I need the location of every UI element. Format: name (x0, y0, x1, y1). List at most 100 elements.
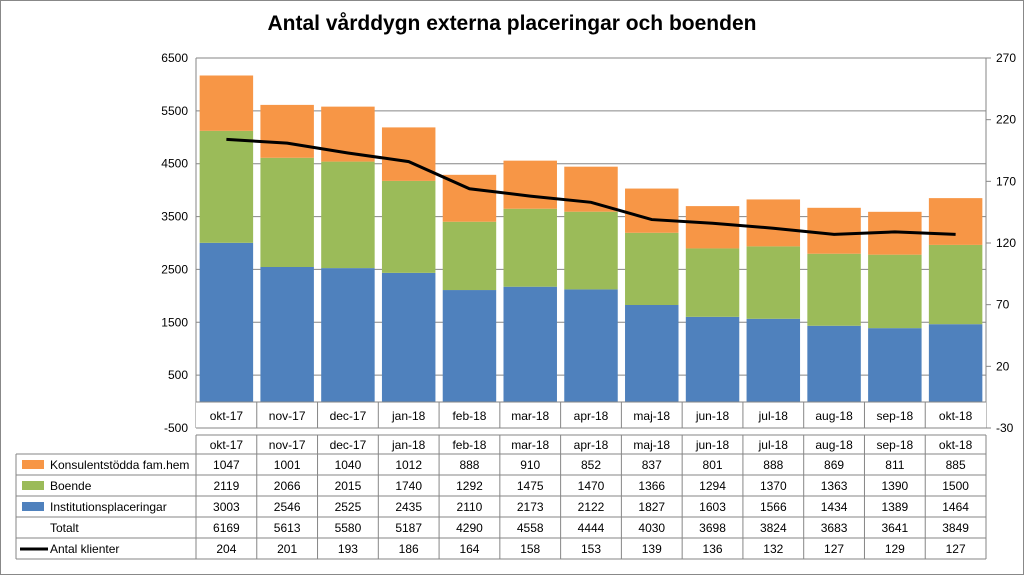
x-tick-label: nov-17 (269, 409, 306, 423)
table-cell: 1389 (881, 500, 908, 514)
table-cell: 127 (946, 542, 966, 556)
y2-tick-label: 270 (996, 51, 1016, 65)
table-cell: 201 (277, 542, 297, 556)
table-header-cell: jan-18 (391, 438, 426, 452)
bar-boende (260, 157, 314, 267)
table-cell: 1001 (274, 458, 301, 472)
x-tick-label: jul-18 (758, 409, 789, 423)
table-cell: 1047 (213, 458, 240, 472)
table-cell: 885 (946, 458, 966, 472)
table-cell: 2435 (395, 500, 422, 514)
table-cell: 127 (824, 542, 844, 556)
table-cell: 5613 (274, 521, 301, 535)
table-cell: 5580 (335, 521, 362, 535)
table-cell: 3641 (881, 521, 908, 535)
bar-boende (868, 254, 922, 329)
table-row-label: Institutionsplaceringar (50, 500, 167, 514)
bar-boende (928, 244, 983, 325)
y-tick-label: 3500 (161, 210, 188, 224)
table-cell: 132 (763, 542, 783, 556)
bar-boende (746, 246, 801, 319)
bar-institutionsplaceringar (807, 325, 861, 402)
bar-boende (807, 253, 861, 326)
bar-institutionsplaceringar (381, 272, 436, 402)
table-cell: 3824 (760, 521, 787, 535)
bar-institutionsplaceringar (503, 286, 557, 402)
bar-konsulentst-dda-fam-hem (381, 127, 436, 181)
bar-institutionsplaceringar (260, 266, 314, 402)
table-header-cell: sep-18 (876, 438, 913, 452)
bar-boende (685, 248, 740, 317)
bar-boende (503, 208, 557, 287)
bar-konsulentst-dda-fam-hem (442, 174, 497, 222)
bar-konsulentst-dda-fam-hem (625, 188, 679, 233)
table-cell: 4030 (638, 521, 665, 535)
table-header-cell: jun-18 (695, 438, 730, 452)
table-cell: 164 (459, 542, 479, 556)
table-cell: 1390 (881, 479, 908, 493)
table-row-label: Totalt (50, 521, 79, 535)
bar-konsulentst-dda-fam-hem (503, 160, 557, 209)
y-tick-label: 4500 (161, 157, 188, 171)
x-tick-label: apr-18 (574, 409, 609, 423)
category-band (196, 402, 986, 428)
bar-institutionsplaceringar (625, 305, 679, 402)
y-tick-label: 500 (168, 368, 188, 382)
y2-tick-label: 20 (996, 359, 1010, 373)
bar-boende (381, 180, 436, 273)
table-cell: 3698 (699, 521, 726, 535)
table-cell: 5187 (395, 521, 422, 535)
table-cell: 1464 (942, 500, 969, 514)
table-cell: 1740 (395, 479, 422, 493)
table-cell: 139 (642, 542, 662, 556)
bar-boende (321, 161, 375, 269)
table-cell: 2119 (213, 479, 239, 493)
y-tick-label: 5500 (161, 104, 188, 118)
table-cell: 193 (338, 542, 358, 556)
y2-tick-label: 70 (996, 298, 1010, 312)
line-antal-klienter (226, 137, 956, 236)
table-cell: 1370 (760, 479, 787, 493)
table-cell: 2546 (274, 500, 301, 514)
x-tick-label: jan-18 (391, 409, 426, 423)
y2-tick-label: -30 (996, 421, 1014, 435)
table-cell: 888 (459, 458, 479, 472)
table-cell: 136 (703, 542, 723, 556)
legend-swatch (22, 460, 44, 469)
table-cell: 852 (581, 458, 601, 472)
table-cell: 1470 (578, 479, 605, 493)
table-cell: 204 (216, 542, 236, 556)
table-cell: 1040 (335, 458, 362, 472)
table-row-label: Konsulentstödda fam.hem (50, 458, 189, 472)
table-header-cell: okt-18 (939, 438, 973, 452)
table-header-cell: mar-18 (511, 438, 549, 452)
bar-boende (442, 221, 497, 291)
bar-institutionsplaceringar (685, 316, 740, 402)
y-tick-label: 6500 (161, 51, 188, 65)
x-tick-label: sep-18 (876, 409, 913, 423)
table-header-cell: feb-18 (452, 438, 486, 452)
bar-institutionsplaceringar (928, 324, 983, 402)
table-cell: 888 (763, 458, 783, 472)
table-cell: 2066 (274, 479, 301, 493)
y2-tick-label: 170 (996, 174, 1016, 188)
table-cell: 1566 (760, 500, 787, 514)
bar-institutionsplaceringar (442, 290, 497, 402)
table-cell: 3683 (821, 521, 848, 535)
x-tick-label: feb-18 (452, 409, 486, 423)
table-row-label: Antal klienter (50, 542, 119, 556)
x-tick-label: okt-17 (210, 409, 244, 423)
bar-institutionsplaceringar (321, 268, 375, 402)
table-cell: 1500 (942, 479, 969, 493)
table-cell: 910 (520, 458, 540, 472)
table-cell: 1012 (395, 458, 422, 472)
table-cell: 186 (399, 542, 419, 556)
bar-institutionsplaceringar (746, 318, 801, 402)
bar-boende (564, 211, 618, 290)
bar-konsulentst-dda-fam-hem (685, 206, 740, 249)
x-tick-label: aug-18 (815, 409, 853, 423)
y-tick-label: 1500 (161, 315, 188, 329)
table-header-cell: apr-18 (574, 438, 609, 452)
table-cell: 4290 (456, 521, 483, 535)
